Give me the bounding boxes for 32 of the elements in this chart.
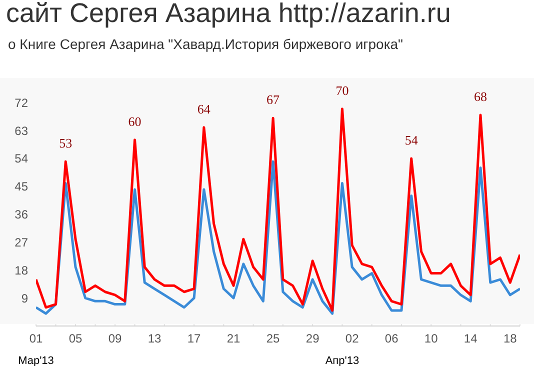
- x-tick-label: 29: [306, 332, 320, 346]
- y-tick-label: 72: [14, 96, 28, 110]
- data-label: 53: [59, 136, 72, 151]
- x-tick-label: 21: [226, 332, 241, 346]
- x-tick-label: 01: [29, 332, 43, 346]
- y-tick-label: 36: [14, 208, 28, 222]
- x2-tick-label: Апр'13: [325, 354, 360, 366]
- x-tick-label: 14: [464, 332, 478, 346]
- y-tick-label: 9: [21, 291, 28, 306]
- data-label: 70: [336, 82, 349, 98]
- data-label: 67: [266, 92, 280, 108]
- y-tick-label: 63: [14, 124, 28, 138]
- data-label: 68: [474, 89, 487, 104]
- chart-subtitle: о Книге Сергея Азарина "Хавард.История биржевого игрока": [8, 36, 404, 52]
- chart-title: сайт Сергея Азарина http://azarin.ru: [6, 0, 451, 29]
- data-label: 64: [197, 101, 211, 116]
- x-tick-label: 02: [345, 332, 360, 346]
- x-tick-label: 13: [148, 332, 162, 346]
- x-tick-label: 18: [503, 332, 518, 346]
- x-tick-label: 09: [108, 332, 122, 346]
- y-tick-label: 18: [14, 263, 28, 278]
- x-tick-label: 10: [424, 332, 438, 346]
- x-tick-label: 05: [68, 332, 83, 346]
- data-label: 60: [128, 114, 142, 129]
- x-tick-label: 25: [266, 332, 280, 346]
- data-label: 54: [404, 132, 418, 148]
- x2-tick-label: Мар'13: [18, 354, 54, 366]
- x-tick-label: 06: [384, 332, 399, 346]
- y-tick-label: 45: [14, 180, 28, 194]
- y-tick-label: 54: [14, 152, 28, 166]
- y-tick-label: 27: [14, 235, 28, 250]
- x-tick-label: 17: [187, 332, 202, 346]
